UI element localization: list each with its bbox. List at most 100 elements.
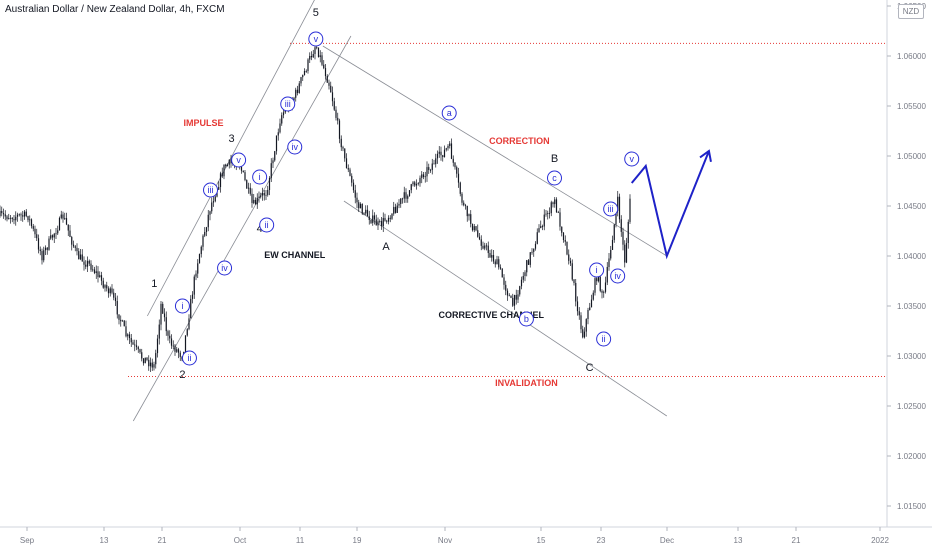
candle-body	[372, 215, 374, 223]
candle-body	[520, 279, 523, 287]
candle-body	[113, 292, 115, 298]
candle-body	[534, 243, 537, 249]
candle-body	[118, 314, 120, 320]
candle-body	[436, 153, 439, 159]
candle-body	[351, 175, 353, 183]
currency-badge[interactable]: NZD	[898, 4, 924, 19]
channel-lines	[132, 0, 668, 422]
candle-body	[347, 168, 349, 170]
candle-body	[218, 187, 220, 190]
channel-line-upper	[146, 0, 315, 317]
candle-body	[260, 195, 262, 197]
candle-body	[529, 252, 531, 265]
candle-body	[212, 201, 215, 203]
candle-body	[379, 221, 381, 222]
candle-body	[466, 205, 468, 217]
candle-body	[205, 227, 208, 232]
candle-body	[85, 264, 87, 267]
candle-body	[309, 55, 311, 60]
candle-body	[422, 174, 425, 177]
candle-body	[389, 217, 391, 219]
annotation-label: IMPULSE	[183, 118, 223, 128]
candle-body	[193, 276, 195, 295]
wave-circle	[518, 311, 534, 327]
candle-body	[536, 232, 538, 244]
candle-body	[358, 202, 360, 209]
candle-body	[303, 70, 306, 76]
chart-title: Australian Dollar / New Zealand Dollar, …	[5, 4, 225, 15]
candle-body	[165, 317, 167, 332]
wave-label: iii	[285, 99, 291, 109]
candle-body	[338, 120, 341, 139]
candle-body	[88, 260, 90, 264]
wave-circle	[231, 152, 247, 168]
candle-body	[114, 297, 117, 302]
candle-body	[92, 269, 94, 271]
candle-body	[368, 216, 370, 220]
wave-label: ii	[187, 353, 191, 363]
candle-body	[111, 288, 113, 293]
candle-body	[573, 279, 575, 283]
candle-body	[417, 183, 419, 185]
price-tick-label: 1.02000	[897, 452, 926, 461]
candle-body	[571, 263, 573, 280]
candle-body	[580, 315, 582, 330]
wave-circle	[441, 105, 457, 121]
candle-body	[132, 342, 134, 345]
wave-circle	[181, 350, 197, 366]
candle-body	[246, 180, 248, 189]
wave-circle	[624, 151, 640, 167]
candle-body	[394, 206, 397, 213]
horizontal-levels: 1.061261.027951.0473402:08:33	[128, 37, 928, 383]
annotation-label: EW CHANNEL	[264, 250, 325, 260]
candle-body	[543, 214, 545, 227]
candle-body	[4, 214, 6, 217]
candle-body	[209, 211, 211, 215]
candle-body	[11, 217, 13, 220]
candle-body	[172, 345, 174, 347]
time-tick-label: 13	[734, 536, 743, 545]
candle-body	[550, 202, 552, 214]
candle-body	[137, 347, 139, 350]
candle-body	[482, 245, 484, 249]
candle-body	[300, 77, 302, 84]
wave-circle	[308, 31, 324, 47]
candle-body	[258, 196, 260, 198]
wave-label: iii	[208, 185, 214, 195]
candle-body	[167, 331, 169, 336]
annotation-label: CORRECTION	[489, 136, 550, 146]
candle-body	[461, 193, 463, 203]
time-axis[interactable]: Sep 13 21 Oct 11 19 Nov 15 23 Dec 13 21 2022	[0, 526, 932, 545]
candle-body	[452, 158, 454, 163]
candle-body	[6, 216, 8, 220]
candle-body	[251, 193, 253, 203]
candle-body	[326, 76, 328, 83]
candle-body	[263, 192, 265, 196]
candle-body	[596, 278, 598, 282]
wave-circle	[596, 331, 612, 347]
candle-body	[37, 238, 40, 250]
candle-body	[155, 353, 157, 365]
candle-body	[13, 219, 15, 221]
wave-circle	[610, 268, 626, 284]
candle-body	[396, 205, 398, 213]
candle-body	[123, 320, 125, 327]
candle-body	[76, 247, 78, 252]
candle-body	[585, 319, 587, 332]
candle-body	[566, 241, 568, 255]
candle-body	[71, 237, 73, 245]
price-tick-label: 1.06000	[897, 52, 926, 61]
candle-body	[179, 352, 181, 357]
projection-line	[630, 150, 710, 260]
price-axis[interactable]: 1.01500 1.02000 1.02500 1.03000 1.03500 1.040…	[886, 0, 932, 550]
candle-body	[158, 324, 160, 339]
time-tick-label: 21	[792, 536, 801, 545]
candle-body	[100, 275, 103, 281]
time-tick-label: Sep	[20, 536, 35, 545]
candle-body	[410, 184, 412, 191]
candle-body	[365, 209, 367, 214]
candle-body	[249, 187, 251, 194]
